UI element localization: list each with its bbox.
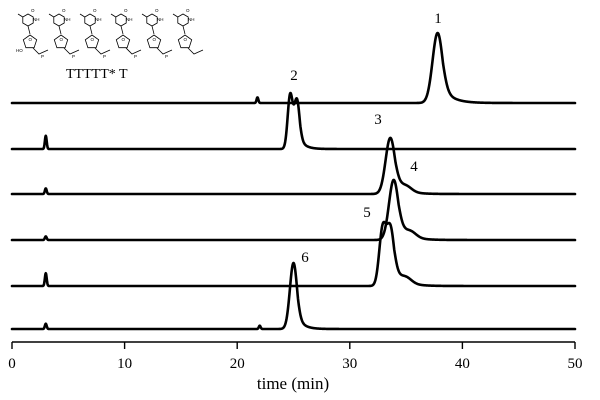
x-tick-label-0: 0 xyxy=(8,356,16,372)
base-oxygen-4: O xyxy=(124,8,128,13)
trace-label-1: 1 xyxy=(434,11,442,27)
base-oxygen-2: O xyxy=(62,8,66,13)
sugar-oxygen-6: O xyxy=(184,37,188,42)
nucleotide-units: O NH O P HO O NH O P O NH O P O NH O P O NH O P O NH O xyxy=(16,8,204,59)
x-tick-label-40: 40 xyxy=(455,356,470,372)
x-axis-ticks: 0 10 20 30 40 50 xyxy=(8,342,583,372)
base-nh-2: NH xyxy=(64,17,71,22)
phosphorus-3: P xyxy=(103,54,106,59)
x-tick-label-10: 10 xyxy=(117,356,132,372)
glycosidic-bond-4 xyxy=(120,25,124,35)
x-tick-label-20: 20 xyxy=(230,356,245,372)
sugar-oxygen-1: O xyxy=(29,37,33,42)
base-ring-4 xyxy=(115,13,127,27)
x-axis: 0 10 20 30 40 50 time (min) xyxy=(8,341,583,393)
methyl-bond-1 xyxy=(17,13,24,18)
phosphate-link-1 xyxy=(32,47,49,55)
methyl-bond-4 xyxy=(110,13,117,18)
methyl-bond-6 xyxy=(172,13,179,18)
trace-4 xyxy=(10,178,577,242)
base-oxygen-1: O xyxy=(31,8,35,13)
sugar-oxygen-3: O xyxy=(91,37,95,42)
sugar-ring-5 xyxy=(146,34,162,49)
phosphate-link-3 xyxy=(94,47,111,55)
glycosidic-bond-6 xyxy=(182,25,186,35)
base-nh-6: NH xyxy=(188,17,195,22)
phosphate-link-2 xyxy=(63,47,80,55)
methyl-bond-2 xyxy=(48,13,55,18)
trace-6 xyxy=(10,261,577,331)
glycosidic-bond-2 xyxy=(58,25,62,35)
methyl-bond-5 xyxy=(141,13,148,18)
phosphorus-5: P xyxy=(165,54,168,59)
base-oxygen-5: O xyxy=(155,8,159,13)
sugar-ring-3 xyxy=(84,34,100,49)
trace-label-3: 3 xyxy=(374,112,382,128)
x-tick-label-30: 30 xyxy=(342,356,357,372)
sugar-ring-1 xyxy=(22,34,38,49)
trace-label-2: 2 xyxy=(290,68,298,84)
trace-label-4: 4 xyxy=(410,159,418,175)
base-ring-1 xyxy=(22,13,34,27)
sugar-ring-4 xyxy=(115,34,131,49)
structure-caption: TTTTT* T xyxy=(66,67,128,82)
sugar-oxygen-2: O xyxy=(60,37,64,42)
trace-2 xyxy=(10,91,577,151)
glycosidic-bond-5 xyxy=(151,25,155,35)
phosphorus-2: P xyxy=(72,54,75,59)
phosphate-link-4 xyxy=(125,47,142,55)
base-ring-3 xyxy=(84,13,96,27)
base-oxygen-3: O xyxy=(93,8,97,13)
sugar-ring-2 xyxy=(53,34,69,49)
trace-3 xyxy=(10,136,577,196)
glycosidic-bond-3 xyxy=(89,25,93,35)
peak-labels: 1 2 3 4 5 6 xyxy=(290,11,442,266)
sugar-oxygen-5: O xyxy=(153,37,157,42)
x-tick-label-50: 50 xyxy=(568,356,583,372)
phosphate-link-5 xyxy=(156,47,173,55)
sugar-ring-6 xyxy=(177,34,193,49)
terminal-hydroxyl: HO xyxy=(16,48,23,53)
trace-label-6: 6 xyxy=(301,250,309,266)
trace-label-5: 5 xyxy=(363,205,371,221)
base-nh-1: NH xyxy=(33,17,40,22)
base-ring-6 xyxy=(177,13,189,27)
sugar-oxygen-4: O xyxy=(122,37,126,42)
trace-5 xyxy=(10,220,577,288)
phosphorus-4: P xyxy=(134,54,137,59)
methyl-bond-3 xyxy=(79,13,86,18)
base-ring-5 xyxy=(146,13,158,27)
phosphate-link-6 xyxy=(187,47,204,55)
chromatogram-traces xyxy=(10,31,577,331)
glycosidic-bond-1 xyxy=(27,25,31,35)
base-nh-5: NH xyxy=(157,17,164,22)
base-ring-2 xyxy=(53,13,65,27)
base-nh-4: NH xyxy=(126,17,133,22)
phosphorus-1: P xyxy=(41,54,44,59)
base-oxygen-6: O xyxy=(186,8,190,13)
x-axis-title: time (min) xyxy=(257,374,329,393)
oligonucleotide-structure: O NH O P HO O NH O P O NH O P O NH O P O NH O P O NH O TTTTT* T xyxy=(16,8,204,82)
base-nh-3: NH xyxy=(95,17,102,22)
